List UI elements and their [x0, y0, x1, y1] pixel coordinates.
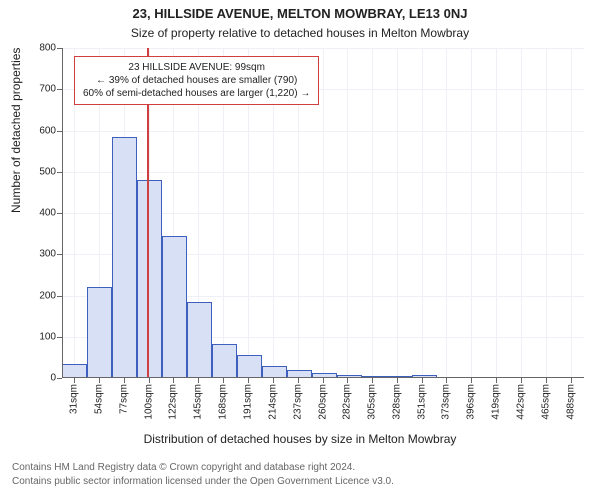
y-tick-label: 400	[39, 208, 56, 219]
annotation-line-2: ← 39% of detached houses are smaller (79…	[83, 74, 310, 87]
x-tick-label: 191sqm	[242, 384, 253, 420]
x-tick-mark	[446, 378, 447, 383]
y-tick-mark	[57, 378, 62, 379]
x-tick-label: 237sqm	[292, 384, 303, 420]
x-tick-mark	[347, 378, 348, 383]
histogram-bar	[212, 344, 237, 378]
gridline-v	[372, 48, 373, 378]
x-tick-mark	[422, 378, 423, 383]
gridline-v	[397, 48, 398, 378]
x-tick-label: 465sqm	[540, 384, 551, 420]
x-tick-label: 442sqm	[515, 384, 526, 420]
annotation-line-1: 23 HILLSIDE AVENUE: 99sqm	[83, 61, 310, 74]
y-tick-label: 700	[39, 84, 56, 95]
y-axis-line	[62, 48, 63, 378]
x-tick-label: 122sqm	[167, 384, 178, 420]
x-tick-label: 145sqm	[192, 384, 203, 420]
y-tick-label: 600	[39, 125, 56, 136]
y-tick-label: 200	[39, 290, 56, 301]
x-tick-label: 373sqm	[440, 384, 451, 420]
x-tick-mark	[273, 378, 274, 383]
x-tick-label: 54sqm	[93, 384, 104, 414]
x-tick-mark	[496, 378, 497, 383]
x-tick-mark	[198, 378, 199, 383]
x-tick-mark	[323, 378, 324, 383]
x-tick-label: 396sqm	[465, 384, 476, 420]
x-tick-label: 282sqm	[341, 384, 352, 420]
gridline-v	[422, 48, 423, 378]
gridline-v	[323, 48, 324, 378]
x-tick-mark	[546, 378, 547, 383]
x-tick-mark	[397, 378, 398, 383]
x-tick-mark	[149, 378, 150, 383]
x-tick-mark	[372, 378, 373, 383]
x-tick-label: 488sqm	[565, 384, 576, 420]
x-tick-mark	[124, 378, 125, 383]
histogram-bar	[237, 355, 262, 378]
chart-title-main: 23, HILLSIDE AVENUE, MELTON MOWBRAY, LE1…	[0, 6, 600, 21]
y-tick-label: 300	[39, 249, 56, 260]
marker-annotation: 23 HILLSIDE AVENUE: 99sqm ← 39% of detac…	[74, 56, 319, 105]
x-tick-label: 214sqm	[267, 384, 278, 420]
y-tick-label: 800	[39, 43, 56, 54]
gridline-v	[347, 48, 348, 378]
y-axis-label: Number of detached properties	[9, 48, 23, 213]
y-tick-label: 500	[39, 166, 56, 177]
footnote-line-1: Contains HM Land Registry data © Crown c…	[12, 462, 355, 473]
histogram-bar	[162, 236, 187, 378]
x-tick-mark	[173, 378, 174, 383]
x-tick-mark	[521, 378, 522, 383]
chart-title-sub: Size of property relative to detached ho…	[0, 26, 600, 40]
x-tick-label: 168sqm	[217, 384, 228, 420]
x-tick-label: 31sqm	[68, 384, 79, 414]
x-tick-mark	[74, 378, 75, 383]
y-tick-label: 0	[50, 373, 56, 384]
x-tick-mark	[298, 378, 299, 383]
x-tick-mark	[223, 378, 224, 383]
x-tick-mark	[99, 378, 100, 383]
gridline-v	[471, 48, 472, 378]
x-tick-label: 351sqm	[416, 384, 427, 420]
gridline-v	[521, 48, 522, 378]
x-tick-label: 305sqm	[366, 384, 377, 420]
x-tick-mark	[471, 378, 472, 383]
x-tick-label: 100sqm	[144, 384, 155, 420]
gridline-v	[571, 48, 572, 378]
chart-container: 23, HILLSIDE AVENUE, MELTON MOWBRAY, LE1…	[0, 0, 600, 500]
x-tick-label: 419sqm	[490, 384, 501, 420]
gridline-v	[496, 48, 497, 378]
gridline-v	[446, 48, 447, 378]
annotation-line-3: 60% of semi-detached houses are larger (…	[83, 87, 310, 100]
histogram-bar	[62, 364, 87, 378]
x-axis-label: Distribution of detached houses by size …	[0, 432, 600, 446]
x-tick-label: 260sqm	[318, 384, 329, 420]
gridline-v	[546, 48, 547, 378]
x-tick-label: 77sqm	[118, 384, 129, 414]
x-tick-label: 328sqm	[391, 384, 402, 420]
histogram-bar	[112, 137, 137, 378]
histogram-bar	[137, 180, 162, 378]
y-tick-label: 100	[39, 331, 56, 342]
footnote-line-2: Contains public sector information licen…	[12, 476, 394, 487]
histogram-bar	[87, 287, 112, 378]
histogram-bar	[187, 302, 212, 378]
x-tick-mark	[571, 378, 572, 383]
x-tick-mark	[248, 378, 249, 383]
x-axis-line	[62, 377, 584, 378]
